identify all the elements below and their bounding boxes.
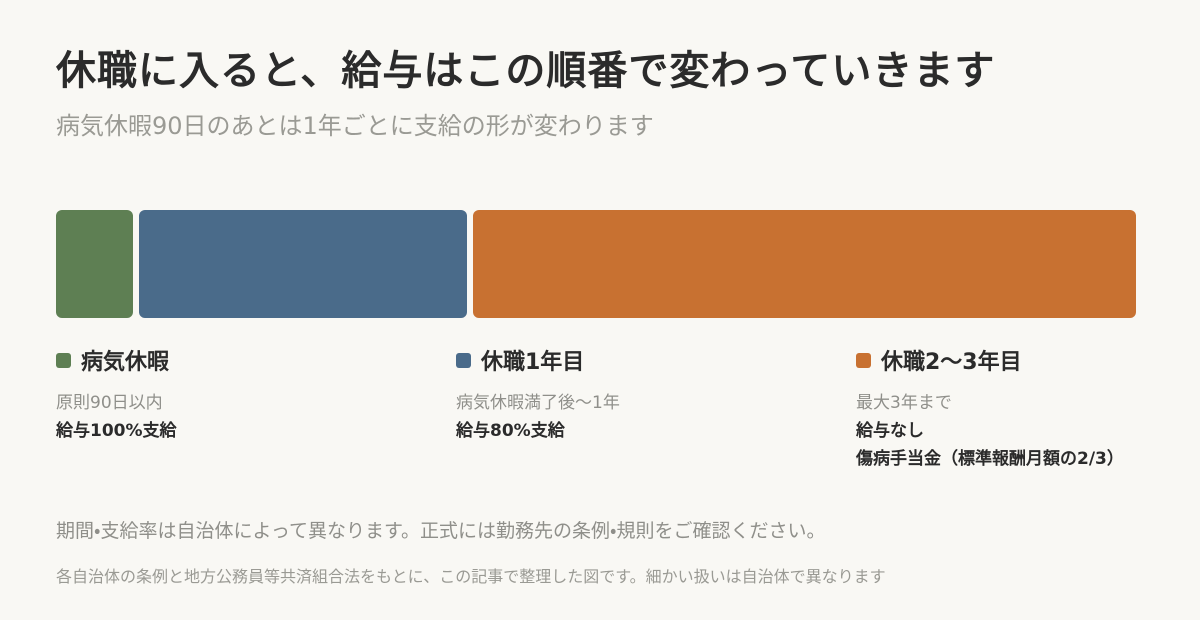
- timeline-segment: [56, 210, 133, 318]
- stage-line: 給与100%支給: [56, 421, 177, 441]
- stage-line: 傷病手当金（標準報酬月額の2/3）: [856, 449, 1124, 469]
- stage: 病気休暇 原則90日以内 給与100%支給: [56, 344, 346, 445]
- legend-swatch: [856, 352, 871, 368]
- stage-period: 最大3年まで: [856, 393, 952, 413]
- legend-swatch: [56, 352, 71, 368]
- stage-label: 休職2〜3年目: [881, 350, 1022, 375]
- stage-heading: 病気休暇: [56, 344, 346, 376]
- legend-swatch: [456, 352, 471, 368]
- title: 休職に入ると、給与はこの順番で変わっていきます: [56, 48, 996, 94]
- timeline-segment: [473, 210, 1136, 318]
- stage-heading: 休職2〜3年目: [856, 344, 1144, 376]
- note: 期間・支給率は自治体によって異なります。正式には勤務先の条例・規則をご確認くださ…: [56, 520, 826, 542]
- stage: 休職2〜3年目 最大3年まで 給与なし 傷病手当金（標準報酬月額の2/3）: [856, 344, 1144, 473]
- stage-label: 病気休暇: [81, 350, 170, 375]
- stage-period: 原則90日以内: [56, 393, 163, 413]
- stage-period: 病気休暇満了後〜1年: [456, 393, 620, 413]
- stage-line: 給与80%支給: [456, 421, 565, 441]
- stage-heading: 休職1年目: [456, 344, 746, 376]
- stage-label: 休職1年目: [481, 350, 585, 375]
- stage: 休職1年目 病気休暇満了後〜1年 給与80%支給: [456, 344, 746, 445]
- stage-line: 給与なし: [856, 421, 924, 441]
- subtitle: 病気休暇90日のあとは1年ごとに支給の形が変わります: [56, 112, 654, 140]
- timeline-segment: [139, 210, 467, 318]
- source: 各自治体の条例と地方公務員等共済組合法をもとに、この記事で整理した図です。細かい…: [56, 567, 886, 586]
